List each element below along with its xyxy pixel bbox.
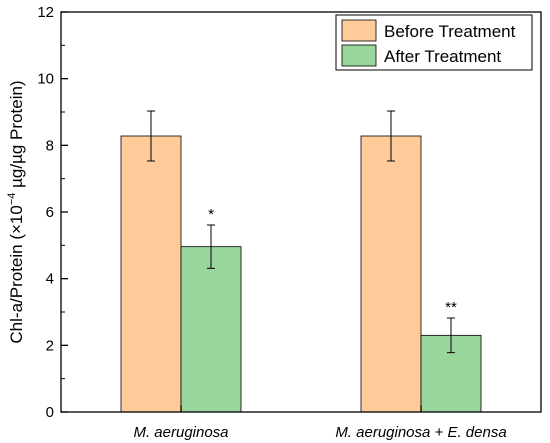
bar-before-treatment <box>360 135 422 413</box>
legend-label-before-treatment: Before Treatment <box>384 22 516 41</box>
significance-marker: * <box>208 206 214 223</box>
y-axis-title: Chl-a/Protein (×10−4 µg/µg Protein) <box>6 80 26 343</box>
y-tick-label: 6 <box>46 204 54 221</box>
y-axis: 0 2 4 6 8 10 12 <box>37 4 68 421</box>
legend-label-after-treatment: After Treatment <box>384 47 501 66</box>
y-tick-label: 4 <box>46 271 54 288</box>
y-tick-label: 0 <box>46 404 54 421</box>
y-tick-label: 10 <box>37 71 54 88</box>
x-tick-label: M. aeruginosa + E. densa <box>335 424 506 441</box>
y-tick-label: 2 <box>46 337 54 354</box>
legend-swatch-before-treatment <box>341 19 377 42</box>
bars-layer <box>120 135 482 413</box>
x-axis: M. aeruginosa M. aeruginosa + E. densa <box>133 405 507 441</box>
legend-swatch-after-treatment <box>341 44 377 67</box>
y-tick-label: 8 <box>46 137 54 154</box>
bar-after-treatment <box>180 246 242 413</box>
y-tick-label: 12 <box>37 4 54 21</box>
significance-marker: ** <box>445 299 457 316</box>
significance-layer: *** <box>208 206 457 316</box>
legend: Before Treatment After Treatment <box>335 14 533 71</box>
bar-before-treatment <box>120 135 182 413</box>
error-bars-layer <box>147 110 455 354</box>
x-tick-label: M. aeruginosa <box>133 424 228 441</box>
